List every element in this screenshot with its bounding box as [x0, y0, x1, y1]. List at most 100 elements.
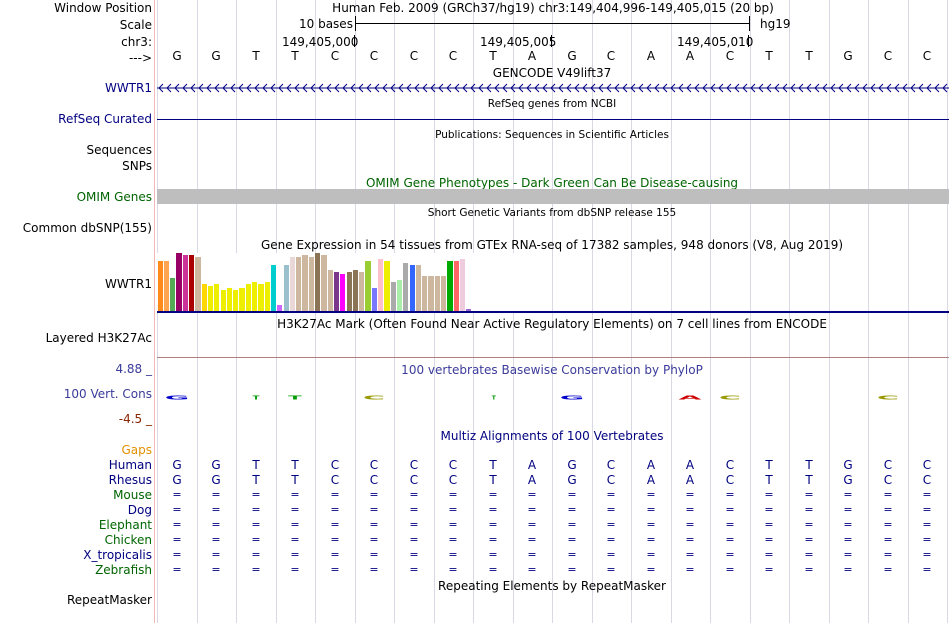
- multiz-base: =: [646, 533, 656, 546]
- gtex-bar[interactable]: [315, 253, 321, 311]
- gtex-bar[interactable]: [302, 255, 308, 311]
- h3k27ac-label[interactable]: Layered H3K27Ac: [45, 331, 152, 345]
- gtex-gene-label[interactable]: WWTR1: [104, 277, 152, 291]
- gtex-bar[interactable]: [378, 259, 384, 311]
- gtex-bar[interactable]: [245, 284, 251, 311]
- gtex-bar[interactable]: [441, 276, 447, 311]
- multiz-base: C: [369, 458, 379, 472]
- repeatmasker-label[interactable]: RepeatMasker: [66, 593, 152, 607]
- gtex-bar[interactable]: [239, 288, 245, 311]
- gtex-bar[interactable]: [264, 282, 270, 311]
- multiz-base: =: [567, 533, 577, 546]
- multiz-base: =: [922, 533, 932, 546]
- gtex-bar[interactable]: [277, 305, 283, 311]
- multiz-species-label[interactable]: Human: [108, 458, 152, 472]
- multiz-base: G: [211, 473, 221, 487]
- multiz-species-label[interactable]: Mouse: [113, 488, 152, 502]
- gtex-bar[interactable]: [409, 265, 415, 311]
- gtex-bar[interactable]: [384, 261, 390, 311]
- dbsnp-label[interactable]: Common dbSNP(155): [22, 221, 152, 235]
- gtex-bar[interactable]: [252, 282, 258, 311]
- gtex-bar[interactable]: [447, 261, 453, 311]
- refseq-gene-line[interactable]: [157, 119, 949, 120]
- gtex-bar[interactable]: [214, 284, 220, 311]
- gtex-bar[interactable]: [207, 286, 214, 311]
- gtex-bar[interactable]: [365, 261, 371, 311]
- multiz-species-label[interactable]: X_tropicalis: [83, 548, 152, 562]
- gtex-bar[interactable]: [170, 278, 176, 311]
- publications-label-snps[interactable]: SNPs: [122, 159, 152, 173]
- multiz-base: C: [330, 473, 340, 487]
- gtex-bar[interactable]: [390, 282, 396, 311]
- gtex-bar[interactable]: [340, 274, 346, 311]
- gtex-bar[interactable]: [346, 272, 352, 311]
- multiz-gaps-label[interactable]: Gaps: [121, 443, 152, 457]
- gtex-bar[interactable]: [333, 272, 340, 311]
- gtex-bar[interactable]: [296, 257, 302, 311]
- gtex-bar[interactable]: [396, 280, 403, 311]
- h3k27ac-signal-line[interactable]: [157, 357, 949, 358]
- gtex-bar[interactable]: [327, 270, 333, 311]
- scale-text: 10 bases: [299, 17, 353, 31]
- gtex-bar[interactable]: [283, 265, 289, 311]
- gtex-bar[interactable]: [233, 290, 239, 311]
- multiz-base: =: [488, 503, 498, 516]
- gencode-gene-label[interactable]: WWTR1: [104, 81, 152, 95]
- gtex-bar[interactable]: [157, 261, 163, 311]
- multiz-species-label[interactable]: Rhesus: [108, 473, 152, 487]
- phylop-label[interactable]: 100 Vert. Cons: [63, 387, 152, 401]
- multiz-base: C: [448, 473, 458, 487]
- multiz-base: T: [291, 458, 299, 472]
- gtex-bar[interactable]: [422, 276, 428, 311]
- omim-label[interactable]: OMIM Genes: [76, 190, 152, 204]
- gtex-bar[interactable]: [201, 284, 207, 311]
- gtex-bar[interactable]: [308, 257, 314, 311]
- multiz-base: =: [725, 518, 735, 531]
- gtex-bar[interactable]: [226, 288, 233, 311]
- multiz-base: =: [725, 548, 735, 561]
- refseq-label[interactable]: RefSeq Curated: [58, 112, 152, 126]
- multiz-species-label[interactable]: Dog: [127, 503, 152, 517]
- gtex-bar[interactable]: [289, 257, 296, 311]
- gtex-bar[interactable]: [220, 290, 226, 311]
- multiz-base: T: [765, 473, 773, 487]
- gtex-bar[interactable]: [321, 255, 327, 311]
- multiz-base: =: [883, 488, 893, 501]
- multiz-base: =: [567, 503, 577, 516]
- gtex-bar[interactable]: [415, 265, 422, 311]
- multiz-base: =: [211, 518, 221, 531]
- gtex-bar[interactable]: [195, 257, 201, 311]
- multiz-base: =: [330, 548, 340, 561]
- multiz-species-label[interactable]: Chicken: [104, 533, 152, 547]
- multiz-base: =: [330, 518, 340, 531]
- multiz-base: =: [527, 518, 537, 531]
- publications-label-sequences[interactable]: Sequences: [86, 143, 152, 157]
- gtex-bar[interactable]: [459, 259, 466, 311]
- gtex-bar[interactable]: [270, 265, 277, 311]
- gtex-bar[interactable]: [182, 255, 188, 311]
- omim-feature-bar[interactable]: [157, 189, 949, 204]
- multiz-base: C: [883, 473, 893, 487]
- gtex-bar[interactable]: [352, 270, 359, 311]
- multiz-base: =: [922, 548, 932, 561]
- multiz-species-label[interactable]: Elephant: [98, 518, 152, 532]
- gtex-bar[interactable]: [428, 276, 434, 311]
- gtex-bar[interactable]: [453, 261, 459, 311]
- gtex-bar[interactable]: [258, 284, 264, 311]
- gtex-bar[interactable]: [189, 255, 195, 311]
- gtex-bar[interactable]: [176, 253, 182, 311]
- ref-base: C: [922, 49, 932, 63]
- multiz-base: T: [489, 458, 497, 472]
- gtex-bar[interactable]: [403, 263, 409, 311]
- gtex-bar[interactable]: [434, 276, 440, 311]
- multiz-base: T: [252, 458, 260, 472]
- coord-149405010: 149,405,010: [677, 35, 754, 49]
- multiz-species-label[interactable]: Zebrafish: [95, 563, 152, 577]
- gtex-bar[interactable]: [163, 261, 170, 311]
- gtex-bar[interactable]: [359, 272, 365, 311]
- gtex-bar[interactable]: [466, 309, 472, 311]
- phylop-ymax: 4.88 _: [115, 362, 152, 376]
- gencode-gene-feature[interactable]: [157, 81, 949, 95]
- gtex-bar[interactable]: [371, 288, 377, 311]
